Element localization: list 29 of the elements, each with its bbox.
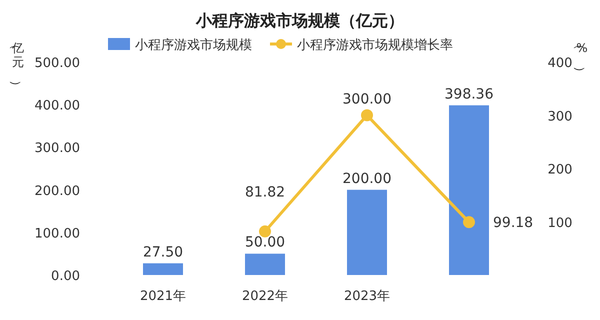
y-tick-label: 200.00 [34, 184, 80, 199]
y-tick-label: 500.00 [34, 56, 80, 71]
data-label: 99.18 [493, 215, 534, 232]
point [463, 216, 475, 228]
legend-label: 小程序游戏市场规模 [135, 37, 252, 53]
y-tick-label: 400.00 [34, 98, 80, 114]
data-label: 81.82 [244, 184, 286, 200]
legend-label: 小程序游戏市场规模增长率 [297, 37, 453, 53]
y2-tick-label: 400 [548, 56, 572, 71]
y2-tick-label: 200 [548, 162, 572, 178]
x-tick-label: 2021年 [140, 289, 186, 304]
y-tick-label: 100.00 [34, 226, 80, 242]
data-label: 27.50 [142, 244, 184, 260]
y-tick-label: 300.00 [34, 141, 80, 156]
data-label: 398.36 [444, 86, 494, 102]
data-label: 200.00 [342, 170, 392, 187]
x-tick-label: 2022年 [242, 289, 288, 304]
chart-title: 小程序游戏市场规模（亿元） [195, 11, 404, 30]
bar [245, 254, 285, 275]
y-tick-label: 0.00 [51, 269, 80, 284]
y2-tick-label: 300 [548, 109, 572, 124]
y2-tick-label: 100 [548, 216, 572, 231]
data-label: 300.00 [342, 91, 392, 108]
bar [347, 190, 387, 275]
bar [143, 263, 183, 275]
x-tick-label: 2023年 [344, 289, 390, 304]
data-label: 50.00 [244, 234, 286, 251]
bar [449, 105, 489, 275]
point [361, 109, 373, 122]
